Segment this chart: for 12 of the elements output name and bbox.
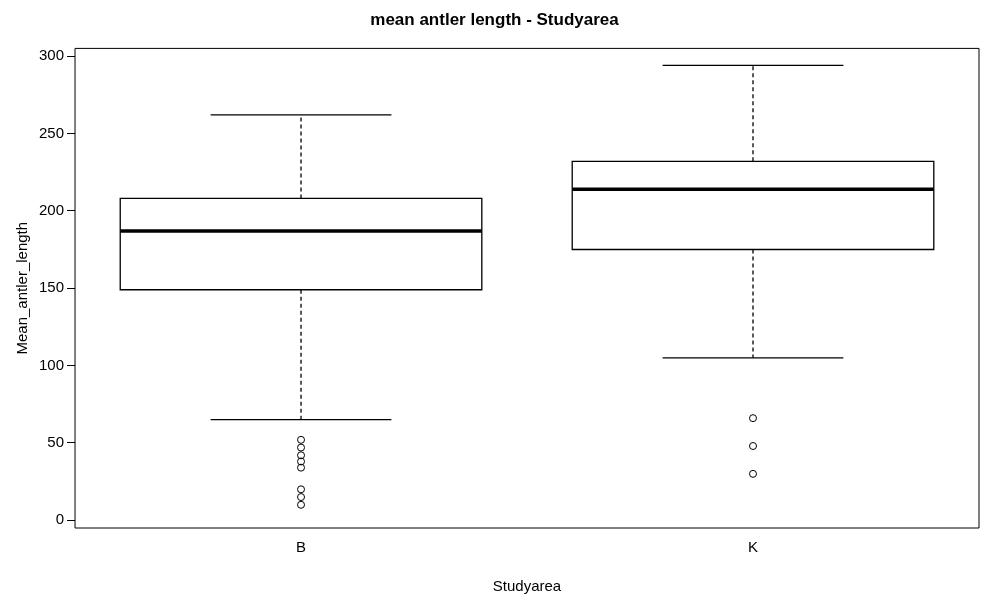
y-tick-label: 150 [39,278,65,296]
x-axis-title: Studyarea [492,577,562,595]
y-tick-label: 200 [39,200,65,218]
y-tick-label: 300 [39,46,65,64]
chart-title: mean antler length - Studyarea [370,9,620,29]
x-tick-label: B [296,538,307,556]
y-tick-label: 250 [39,123,65,141]
x-tick-label: K [748,538,759,556]
y-axis-title: Mean_antler_length [13,221,31,355]
y-tick-label: 50 [47,433,65,451]
y-tick-label: 0 [55,510,65,528]
y-tick-label: 100 [39,355,65,373]
